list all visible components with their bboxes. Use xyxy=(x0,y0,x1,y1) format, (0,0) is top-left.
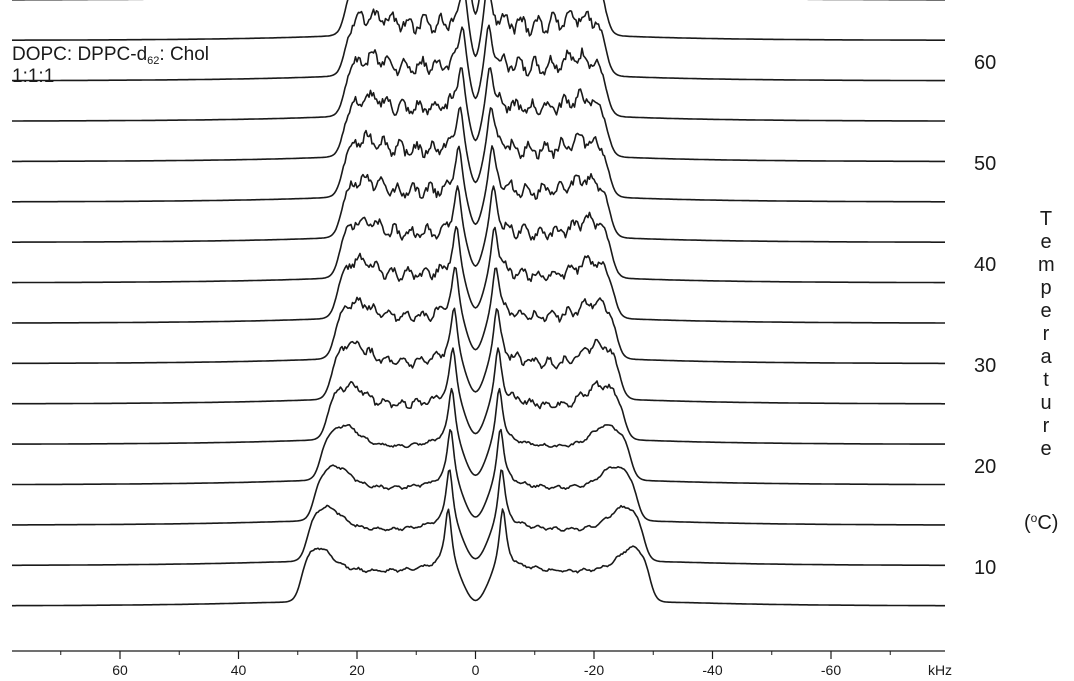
spectrum-trace xyxy=(12,145,945,243)
temperature-tick-label: 20 xyxy=(974,455,997,478)
spectrum-trace xyxy=(12,225,945,324)
sample-ratio: 1:1:1 xyxy=(12,66,55,87)
spectra-traces xyxy=(11,0,945,607)
spectrum-trace xyxy=(12,307,945,405)
spectrum-trace xyxy=(12,508,945,607)
spectrum-trace xyxy=(12,347,945,445)
temperature-label-letter: a xyxy=(1040,346,1052,368)
spectrum-trace xyxy=(12,0,945,41)
spectrum-trace xyxy=(12,106,945,203)
temperature-label-letter: r xyxy=(1042,415,1050,437)
x-tick-label: 0 xyxy=(472,662,480,678)
spectrum-trace xyxy=(12,469,945,567)
x-tick-label: 40 xyxy=(231,662,247,678)
temperature-label-letter: T xyxy=(1039,208,1053,230)
sample-composition: DOPC: DPPC-d62: Chol xyxy=(12,44,210,67)
x-tick-label: 20 xyxy=(349,662,365,678)
x-tick-label: 60 xyxy=(112,662,128,678)
spectrum-trace xyxy=(12,67,945,163)
temperature-tick-label: 10 xyxy=(974,556,997,579)
temperature-label-letter: m xyxy=(1038,254,1055,276)
temperature-unit-label: (oC) xyxy=(1024,511,1059,534)
x-tick-label: -60 xyxy=(821,662,841,678)
spectrum-trace xyxy=(12,428,945,526)
temperature-label-letter: u xyxy=(1040,392,1052,414)
temperature-label-letter: e xyxy=(1040,300,1052,322)
x-axis-label: kHz xyxy=(928,662,952,678)
temperature-tick-label: 40 xyxy=(974,253,997,276)
temperature-tick-label: 50 xyxy=(974,152,997,175)
spectrum-trace xyxy=(11,266,945,365)
temperature-label-letter: e xyxy=(1040,231,1052,253)
spectrum-trace xyxy=(12,185,945,284)
temperature-label-letter: t xyxy=(1043,369,1049,391)
temperature-tick-label: 60 xyxy=(974,51,997,74)
spectrum-trace xyxy=(12,24,945,122)
temperature-tick-label: 30 xyxy=(974,354,997,377)
x-axis: 60 40 20 0 -20 -40 -60 kHz xyxy=(12,650,952,678)
temperature-label-letter: p xyxy=(1040,277,1052,299)
spectrum-trace xyxy=(12,0,945,82)
x-tick-label: -40 xyxy=(702,662,722,678)
temperature-label-letter: e xyxy=(1040,438,1052,460)
x-tick-label: -20 xyxy=(584,662,604,678)
spectrum-trace xyxy=(12,387,945,486)
temperature-label-letter: r xyxy=(1042,323,1050,345)
